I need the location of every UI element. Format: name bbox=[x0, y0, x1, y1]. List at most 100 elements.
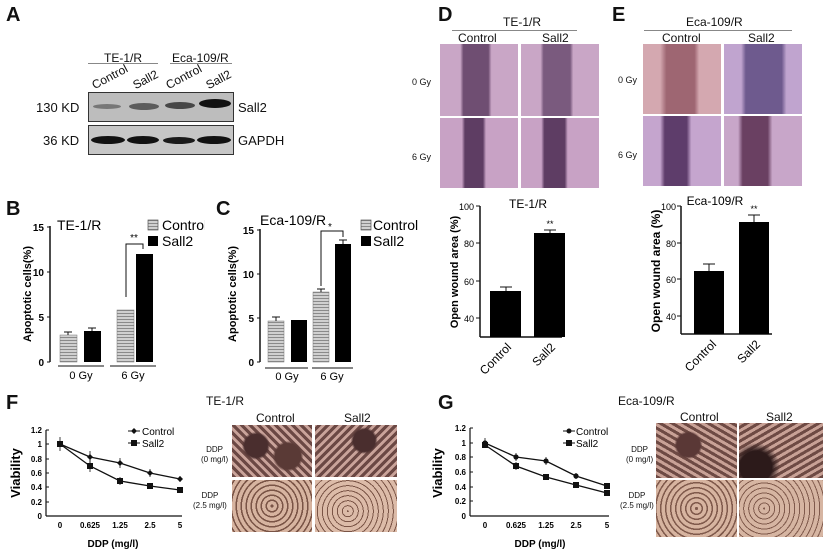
lane-label-1: Control bbox=[89, 61, 131, 92]
marker-130kd: 130 KD bbox=[36, 100, 80, 115]
marker-36kd: 36 KD bbox=[43, 133, 80, 148]
svg-text:80: 80 bbox=[464, 239, 474, 249]
panel-label-c: C bbox=[216, 198, 231, 220]
svg-text:0 Gy: 0 Gy bbox=[69, 370, 93, 382]
svg-text:0.625: 0.625 bbox=[506, 521, 527, 530]
svg-text:Control: Control bbox=[576, 427, 608, 438]
svg-text:0.6: 0.6 bbox=[31, 469, 43, 478]
micro-row-0mg-f: DDP (0 mg/l) bbox=[201, 445, 229, 464]
lane-label-2: Sall2 bbox=[130, 67, 161, 92]
blot-sall2 bbox=[88, 92, 234, 122]
svg-text:6 Gy: 6 Gy bbox=[320, 371, 344, 383]
svg-text:0: 0 bbox=[58, 521, 63, 530]
lane-label-4: Sall2 bbox=[203, 67, 234, 92]
micro-col-sall2-g: Sall2 bbox=[766, 410, 793, 424]
svg-text:Control: Control bbox=[477, 340, 514, 377]
svg-text:Sall2: Sall2 bbox=[576, 439, 599, 450]
wound-chart-te1r: TE-1/R 100 80 60 40 Open wound area (%) … bbox=[449, 197, 565, 377]
svg-text:10: 10 bbox=[33, 268, 45, 279]
apoptosis-chart-eca109r: 15 10 5 0 Apoptotic cells(%) * 0 Gy 6 Gy… bbox=[227, 212, 418, 383]
svg-text:DDP (mg/l): DDP (mg/l) bbox=[515, 539, 566, 550]
svg-text:5: 5 bbox=[248, 314, 254, 325]
scratch-row-6gy-e: 6 Gy bbox=[618, 150, 638, 160]
svg-text:TE-1/R: TE-1/R bbox=[509, 197, 547, 211]
scratch-col-sall2: Sall2 bbox=[542, 31, 569, 45]
panel-label-a: A bbox=[6, 4, 21, 26]
svg-text:1.2: 1.2 bbox=[31, 426, 43, 435]
micro-col-control-g: Control bbox=[680, 410, 719, 424]
svg-text:0 Gy: 0 Gy bbox=[275, 371, 299, 383]
micro-row-2.5mg-g: DDP (2.5 mg/l) bbox=[620, 491, 654, 510]
svg-text:*: * bbox=[328, 222, 332, 233]
svg-text:0: 0 bbox=[248, 358, 254, 369]
svg-text:10: 10 bbox=[243, 270, 255, 281]
svg-text:2.5: 2.5 bbox=[144, 521, 156, 530]
lane-label-3: Control bbox=[163, 61, 205, 92]
svg-text:0: 0 bbox=[38, 512, 43, 521]
svg-text:DDP (mg/l): DDP (mg/l) bbox=[88, 539, 139, 550]
svg-text:1: 1 bbox=[462, 439, 467, 448]
panel-label-b: B bbox=[6, 198, 21, 220]
micro-col-sall2-f: Sall2 bbox=[344, 411, 371, 425]
svg-text:1.25: 1.25 bbox=[112, 521, 128, 530]
group-label-eca109r: Eca-109/R bbox=[172, 51, 229, 65]
scratch-row-0gy: 0 Gy bbox=[412, 77, 432, 87]
svg-text:0.8: 0.8 bbox=[31, 455, 43, 464]
svg-text:60: 60 bbox=[464, 277, 474, 287]
scratch-row-0gy-e: 0 Gy bbox=[618, 75, 638, 85]
svg-text:6 Gy: 6 Gy bbox=[121, 370, 145, 382]
panel-label-d: D bbox=[438, 4, 453, 26]
svg-text:5: 5 bbox=[38, 313, 44, 324]
svg-text:Sall2: Sall2 bbox=[529, 340, 558, 369]
svg-text:0: 0 bbox=[38, 358, 44, 369]
svg-text:Control: Control bbox=[142, 427, 174, 438]
svg-text:0: 0 bbox=[462, 512, 467, 521]
scratch-row-6gy: 6 Gy bbox=[412, 152, 432, 162]
svg-text:1: 1 bbox=[38, 440, 43, 449]
svg-text:Sall2: Sall2 bbox=[734, 337, 763, 366]
svg-text:Apoptotic cells(%): Apoptotic cells(%) bbox=[22, 246, 34, 342]
svg-text:Viability: Viability bbox=[430, 447, 445, 497]
svg-text:0.2: 0.2 bbox=[31, 498, 43, 507]
svg-text:Control: Control bbox=[682, 337, 719, 374]
svg-text:0: 0 bbox=[483, 521, 488, 530]
svg-text:**: ** bbox=[546, 219, 554, 229]
apoptosis-chart-te1r: 15 10 5 0 Apoptotic cells(%) ** 0 Gy 6 G… bbox=[22, 217, 205, 382]
svg-text:80: 80 bbox=[666, 239, 676, 249]
blot-gapdh bbox=[88, 125, 234, 155]
svg-text:5: 5 bbox=[178, 521, 183, 530]
svg-text:0.4: 0.4 bbox=[455, 483, 467, 492]
protein-sall2: Sall2 bbox=[238, 100, 267, 115]
svg-text:Sall2: Sall2 bbox=[142, 439, 165, 450]
svg-text:Open wound area (%): Open wound area (%) bbox=[449, 215, 461, 328]
svg-text:Control: Control bbox=[162, 217, 205, 233]
svg-text:0.625: 0.625 bbox=[80, 521, 101, 530]
svg-text:40: 40 bbox=[666, 312, 676, 322]
scratch-col-control-e: Control bbox=[662, 31, 701, 45]
svg-text:**: ** bbox=[750, 204, 758, 214]
svg-text:2.5: 2.5 bbox=[570, 521, 582, 530]
scratch-header-te1r: TE-1/R bbox=[503, 15, 542, 29]
svg-text:**: ** bbox=[130, 233, 138, 244]
svg-text:40: 40 bbox=[464, 314, 474, 324]
svg-text:0.2: 0.2 bbox=[455, 497, 467, 506]
svg-text:Apoptotic cells(%): Apoptotic cells(%) bbox=[227, 246, 239, 342]
svg-text:15: 15 bbox=[243, 226, 255, 237]
micro-col-control-f: Control bbox=[256, 411, 295, 425]
svg-text:Eca-109/R: Eca-109/R bbox=[687, 194, 744, 208]
svg-text:Open wound area (%): Open wound area (%) bbox=[649, 210, 663, 333]
svg-text:5: 5 bbox=[605, 521, 610, 530]
svg-text:0.4: 0.4 bbox=[31, 483, 43, 492]
svg-text:0.6: 0.6 bbox=[455, 468, 467, 477]
wound-chart-eca109r: Eca-109/R 100 80 60 40 Open wound area (… bbox=[649, 194, 772, 374]
scratch-col-control: Control bbox=[458, 31, 497, 45]
svg-text:15: 15 bbox=[33, 223, 45, 234]
viability-chart-eca109r: 1.2 1 0.8 0.6 0.4 0.2 0 0 0.625 1.25 2.5 5 DDP (m… bbox=[430, 424, 610, 550]
svg-text:1.2: 1.2 bbox=[455, 424, 467, 433]
svg-text:100: 100 bbox=[661, 202, 676, 212]
micro-title-te1r: TE-1/R bbox=[206, 394, 245, 408]
scratch-header-eca109r: Eca-109/R bbox=[686, 15, 743, 29]
micro-row-2.5mg-f: DDP (2.5 mg/l) bbox=[193, 491, 227, 510]
svg-text:Viability: Viability bbox=[8, 447, 23, 497]
panel-label-f: F bbox=[6, 392, 19, 414]
